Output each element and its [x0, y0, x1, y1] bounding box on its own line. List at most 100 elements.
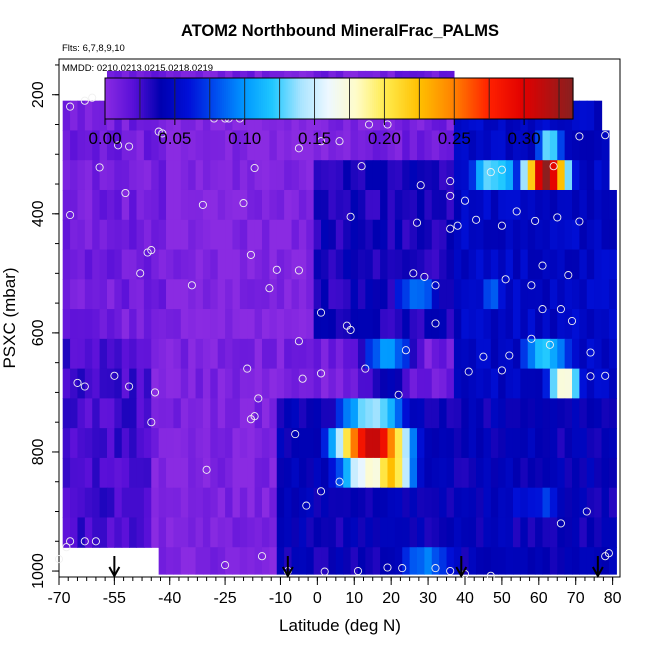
heatmap-cell — [188, 219, 197, 251]
heatmap-cell — [586, 219, 595, 251]
colorbar-segment — [352, 78, 356, 119]
heatmap-cell — [380, 189, 389, 221]
heatmap-cell — [195, 279, 204, 310]
heatmap-cell — [188, 249, 197, 280]
heatmap-cell — [417, 160, 425, 191]
heatmap-cell — [586, 428, 595, 459]
heatmap-cell — [62, 338, 71, 370]
sample-point — [80, 382, 89, 391]
heatmap-cell — [166, 219, 175, 251]
colorbar-segment — [153, 78, 157, 119]
heatmap-cell — [77, 517, 86, 548]
colorbar-segment — [356, 78, 360, 119]
heatmap-cell — [601, 279, 610, 310]
heatmap-cell — [586, 309, 595, 340]
colorbar-segment — [374, 78, 377, 119]
heatmap-cell — [594, 249, 603, 280]
heatmap-cell — [328, 279, 337, 310]
heatmap-cell — [284, 279, 293, 310]
heatmap-cell — [239, 457, 248, 489]
heatmap-cell — [261, 219, 270, 251]
heatmap-cell — [254, 517, 263, 548]
sample-point — [66, 102, 75, 111]
colorbar-tick-label: 0.05 — [158, 129, 191, 148]
x-axis: -70 -55 -40 -25 -10 0 10 20 30 40 50 60 70 80 — [47, 577, 622, 607]
colorbar-segment — [516, 78, 519, 119]
heatmap-cell — [261, 279, 270, 310]
heatmap-cell — [594, 189, 603, 221]
colorbar-segment — [323, 78, 326, 119]
heatmap-cell — [601, 338, 610, 370]
heatmap-cell — [92, 338, 101, 370]
heatmap-cell — [594, 368, 603, 399]
heatmap-cell — [269, 487, 278, 519]
heatmap-cell — [542, 189, 551, 221]
heatmap-cell — [232, 309, 241, 340]
heatmap-cell — [225, 547, 234, 575]
colorbar-segment — [528, 78, 531, 119]
heatmap-cell — [586, 487, 595, 519]
heatmap-cell — [306, 219, 315, 251]
colorbar-segment — [339, 78, 342, 119]
heatmap-cell — [431, 547, 440, 575]
heatmap-cell — [84, 309, 93, 340]
heatmap-cell — [84, 249, 93, 280]
heatmap-cell — [365, 517, 374, 548]
colorbar-segment — [259, 78, 262, 119]
heatmap-cell — [350, 309, 359, 340]
heatmap-cell — [380, 309, 389, 340]
heatmap-cell — [505, 368, 514, 399]
heatmap-cell — [114, 130, 123, 161]
heatmap-cell — [453, 517, 462, 548]
heatmap-cell — [402, 249, 411, 280]
heatmap-cell — [261, 517, 270, 548]
heatmap-cell — [77, 249, 86, 280]
heatmap-cell — [468, 487, 477, 519]
heatmap-cell — [549, 338, 558, 370]
heatmap-cell — [328, 487, 337, 519]
heatmap-cell — [601, 487, 610, 519]
colorbar-segment — [539, 78, 543, 119]
heatmap-cell — [372, 249, 381, 280]
heatmap-cell — [439, 219, 448, 251]
heatmap-cell — [512, 487, 521, 519]
heatmap-cell — [601, 160, 610, 191]
heatmap-cell — [350, 189, 359, 221]
heatmap-cell — [306, 457, 315, 489]
heatmap-cell — [409, 457, 418, 489]
heatmap-cell — [350, 398, 359, 429]
heatmap-cell — [557, 279, 566, 310]
heatmap-cell — [564, 368, 573, 399]
colorbar-segment — [422, 78, 426, 119]
heatmap-cell — [158, 249, 167, 280]
heatmap-cell — [239, 547, 248, 575]
heatmap-cell — [217, 189, 226, 221]
heatmap-cell — [380, 160, 389, 191]
heatmap-cell — [62, 130, 71, 161]
heatmap-cell — [321, 130, 330, 161]
colorbar-segment — [461, 78, 465, 119]
heatmap-cell — [424, 160, 433, 191]
heatmap-cell — [217, 130, 226, 161]
heatmap-cell — [431, 398, 440, 429]
heatmap-cell — [380, 457, 389, 489]
heatmap-cell — [402, 160, 411, 191]
heatmap-cell — [512, 249, 521, 280]
heatmap-cell — [394, 457, 403, 489]
sample-point — [361, 364, 370, 373]
colorbar-segment — [401, 78, 404, 119]
heatmap-cell — [402, 309, 411, 340]
sample-point — [121, 188, 130, 198]
heatmap-cell — [527, 517, 536, 548]
heatmap-cell — [247, 487, 256, 519]
colorbar-segment — [469, 78, 473, 119]
heatmap-cell — [225, 457, 234, 489]
heatmap-cell — [232, 428, 241, 459]
sample-point — [446, 566, 455, 576]
colorbar-segment — [485, 78, 488, 119]
heatmap-cell — [579, 487, 588, 519]
heatmap-cell — [409, 398, 418, 429]
colorbar-segment — [319, 78, 323, 119]
heatmap-cell — [232, 160, 241, 191]
heatmap-cell — [542, 160, 551, 191]
